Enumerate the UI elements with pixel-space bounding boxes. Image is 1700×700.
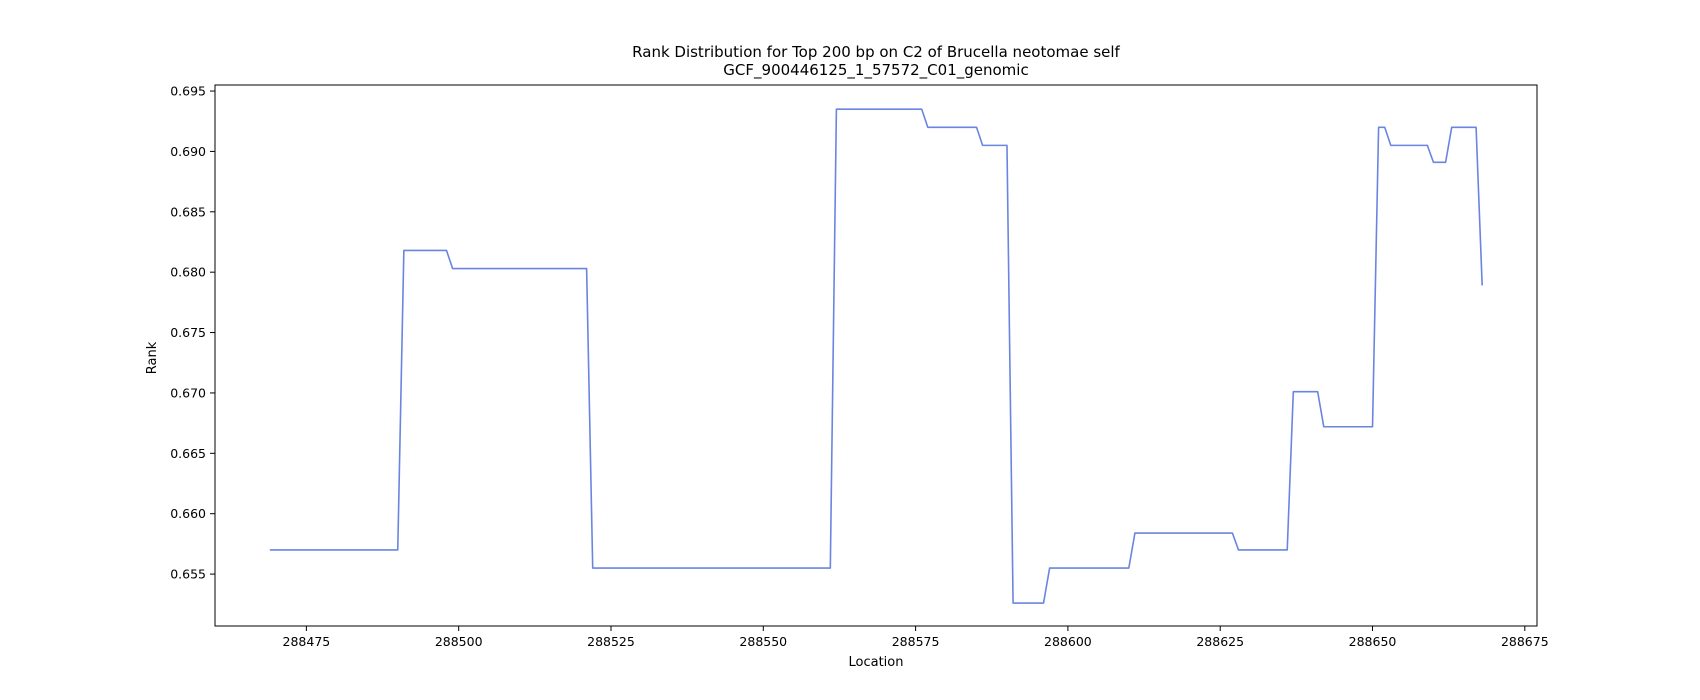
y-tick-label: 0.665 — [170, 446, 206, 461]
y-tick-label: 0.670 — [170, 385, 206, 400]
y-tick-label: 0.675 — [170, 325, 206, 340]
x-tick-label: 288650 — [1349, 634, 1397, 649]
y-axis-label: Rank — [145, 341, 160, 374]
y-tick-label: 0.690 — [170, 144, 206, 159]
x-tick-label: 288475 — [283, 634, 331, 649]
x-tick-label: 288550 — [739, 634, 787, 649]
x-tick-label: 288625 — [1196, 634, 1244, 649]
chart-title: Rank Distribution for Top 200 bp on C2 o… — [632, 43, 1120, 61]
y-tick-label: 0.655 — [170, 567, 206, 582]
y-tick-label: 0.695 — [170, 84, 206, 99]
plot-frame — [214, 84, 1538, 627]
x-tick-label: 288600 — [1044, 634, 1092, 649]
y-tick-label: 0.685 — [170, 204, 206, 219]
y-tick-label: 0.660 — [170, 506, 206, 521]
x-tick-label: 288575 — [892, 634, 940, 649]
x-tick-label: 288525 — [587, 634, 635, 649]
plot-area: 288475 288500 288525 288550 288575 288600 2886… — [170, 84, 1548, 649]
series-line-0 — [269, 108, 1483, 604]
x-tick-label: 288500 — [435, 634, 483, 649]
x-tick-label: 288675 — [1501, 634, 1549, 649]
chart-subtitle: GCF_900446125_1_57572_C01_genomic — [723, 61, 1028, 80]
y-tick-label: 0.680 — [170, 265, 206, 280]
x-axis-label: Location — [849, 655, 904, 670]
